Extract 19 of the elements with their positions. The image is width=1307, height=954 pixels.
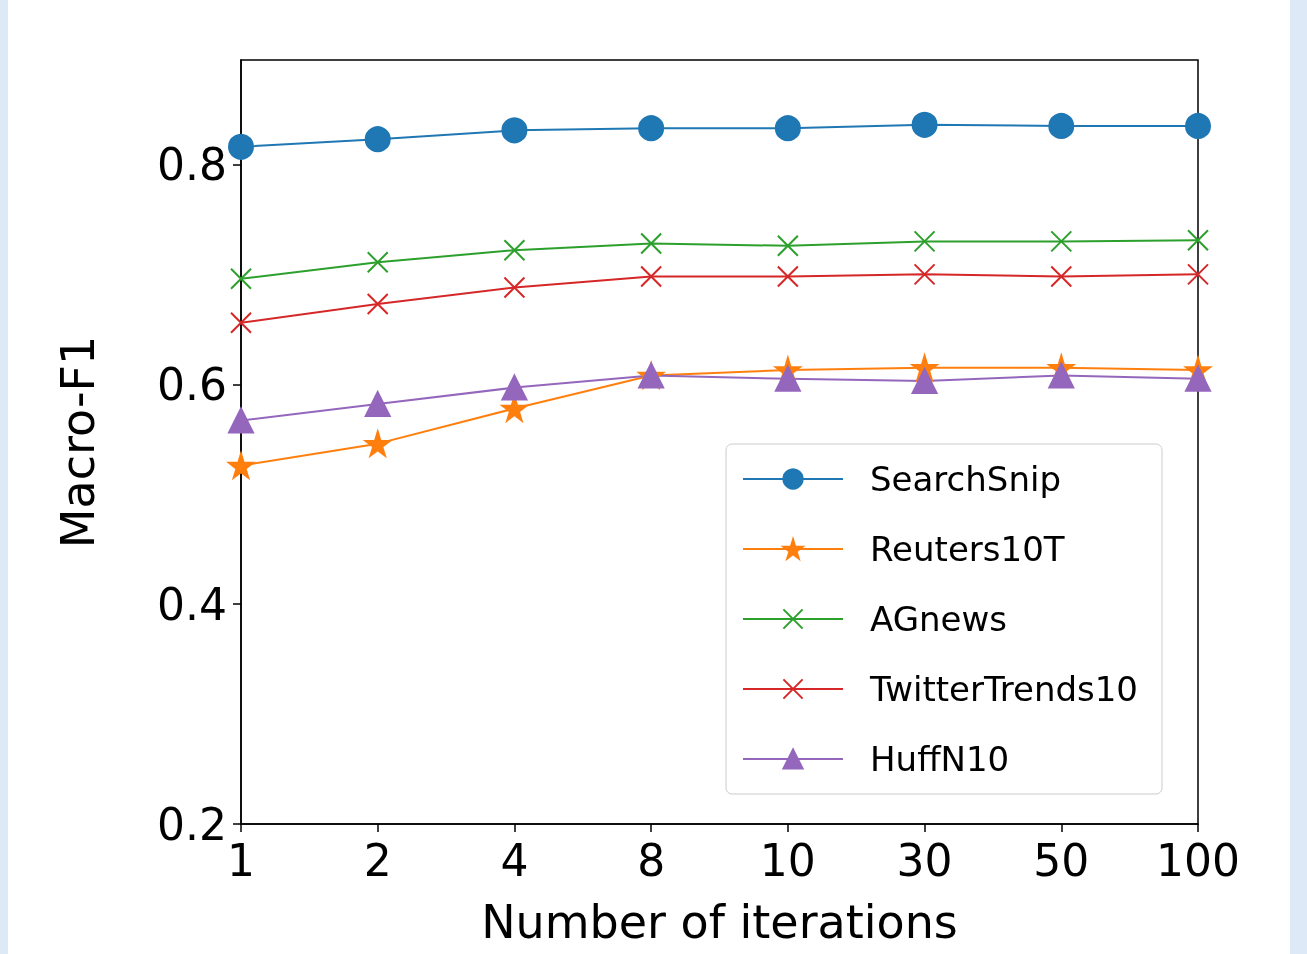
x-tick-label: 1 [227,834,255,886]
legend-label: SearchSnip [870,459,1061,499]
x-tick-label: 30 [896,834,953,886]
legend-label: TwitterTrends10 [869,669,1138,709]
y-tick-label: 0.8 [157,138,227,190]
y-axis-title: Macro-F1 [51,335,105,549]
legend-label: HuffN10 [870,739,1010,779]
x-tick-label: 2 [363,834,392,886]
legend-label: AGnews [870,599,1008,639]
x-tick-label: 8 [637,834,666,886]
y-tick-label: 0.2 [157,798,227,850]
x-tick-label: 4 [500,834,529,886]
y-tick-label: 0.6 [157,358,227,410]
y-tick-label: 0.4 [157,578,227,630]
x-tick-label: 100 [1156,834,1240,886]
x-tick-label: 10 [759,834,816,886]
x-tick-label: 50 [1033,834,1090,886]
legend-label: Reuters10T [870,529,1065,569]
x-axis-title: Number of iterations [481,895,958,949]
